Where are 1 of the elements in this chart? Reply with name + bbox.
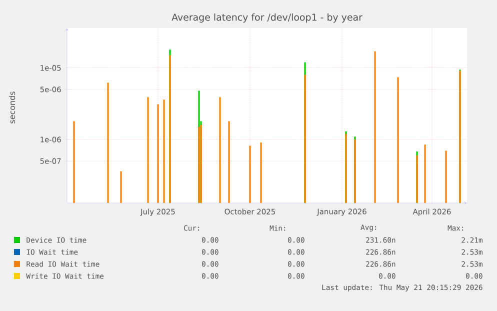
chart-title: Average latency for /dev/loop1 - by year	[172, 13, 362, 23]
